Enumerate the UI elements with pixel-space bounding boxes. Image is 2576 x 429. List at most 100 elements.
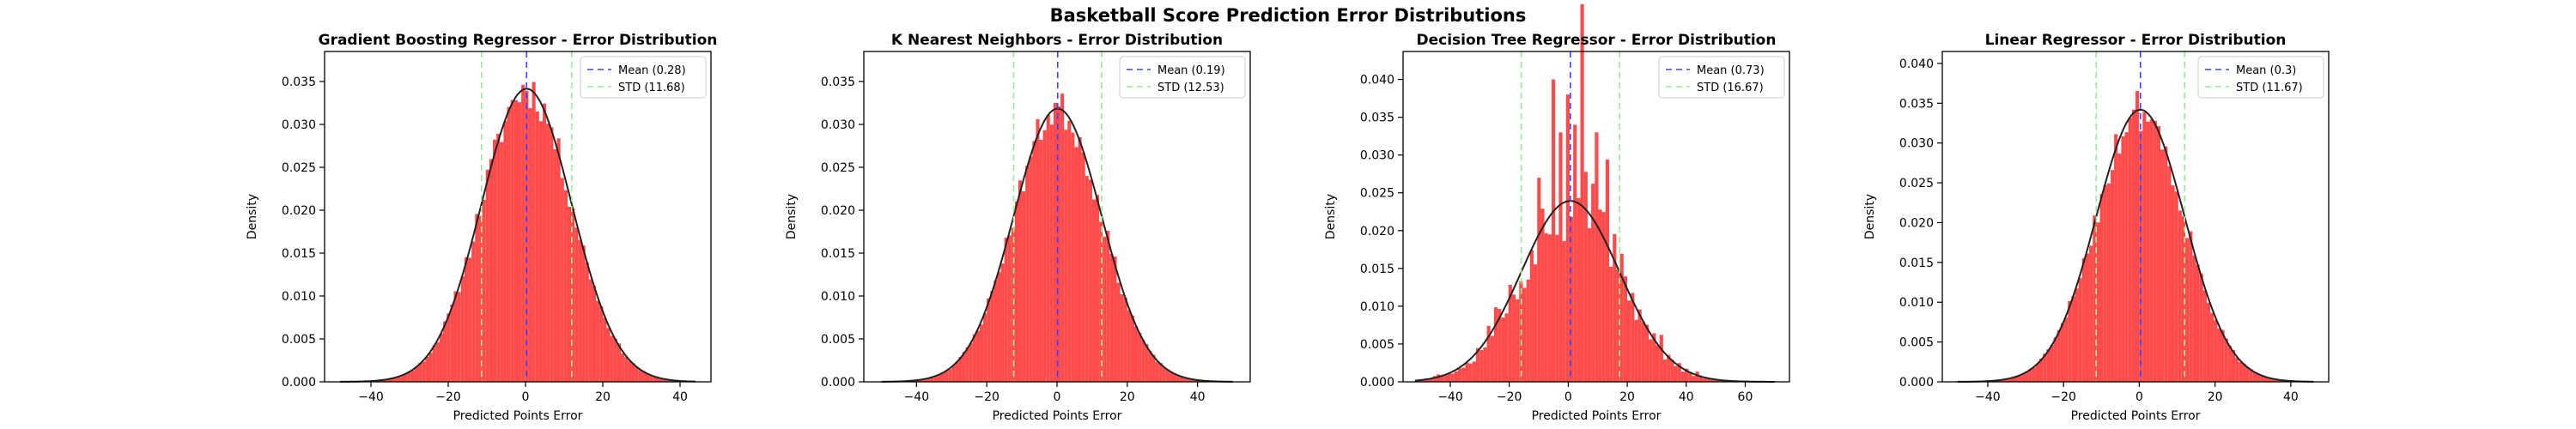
histogram-bar <box>2025 371 2029 382</box>
subplot-2: −40 −20 0 20 40 0.000 0.005 0.010 0.015 0.020 0.02… <box>785 32 1251 423</box>
histogram-bar <box>571 208 575 382</box>
histogram-bar <box>2224 338 2228 382</box>
histogram-bar <box>1025 166 1030 382</box>
histogram-bar <box>1113 257 1117 382</box>
histogram-bar <box>1011 227 1015 382</box>
histogram-bar <box>1007 235 1012 382</box>
histogram-bar <box>1565 94 1570 382</box>
histogram-bar <box>1605 159 1610 382</box>
histogram-bar <box>1609 267 1613 382</box>
histogram-bar <box>1000 263 1005 382</box>
x-tick-label: 0 <box>522 390 530 404</box>
histogram-bar <box>1120 293 1124 382</box>
histogram-bar <box>1486 325 1491 382</box>
histogram-bar <box>493 139 497 382</box>
histogram-bar <box>1534 264 1538 382</box>
histogram-bar <box>2189 231 2193 382</box>
y-tick-label: 0.020 <box>1360 225 1394 239</box>
histogram-bar <box>2252 372 2257 382</box>
histogram-bar <box>1591 184 1595 382</box>
axes-frame <box>324 51 712 383</box>
histogram-bar <box>2192 255 2196 382</box>
histogram-bar <box>1091 199 1096 382</box>
histogram-bar <box>2160 149 2165 383</box>
histogram-bar <box>983 313 987 382</box>
histogram-bar <box>2142 112 2147 382</box>
histogram-bar <box>980 324 984 382</box>
histogram-bar <box>624 357 629 382</box>
y-tick-label: 0.005 <box>821 333 855 347</box>
y-tick-label: 0.015 <box>1360 263 1394 276</box>
x-axis-label: Predicted Points Error <box>2071 409 2201 423</box>
histogram-bar <box>1180 377 1184 382</box>
y-tick-label: 0.010 <box>1899 296 1934 310</box>
x-tick-label: 20 <box>2208 390 2223 404</box>
histogram-bar <box>958 357 963 382</box>
histogram-bar <box>1071 132 1075 383</box>
histogram-bar <box>428 353 433 382</box>
histogram-bar <box>2103 184 2107 382</box>
histogram-bar <box>1049 124 1054 383</box>
histogram-bar <box>2263 376 2268 382</box>
histogram-bar <box>2206 302 2211 382</box>
histogram-bar <box>1522 287 1527 382</box>
y-tick-label: 0.015 <box>1899 257 1934 270</box>
histogram-bar <box>1432 376 1437 382</box>
histogram-bar <box>1141 340 1145 382</box>
histogram-bar <box>2210 312 2215 382</box>
x-axis-label: Predicted Points Error <box>453 409 583 423</box>
histogram-bar <box>2028 369 2032 382</box>
histogram-bar <box>1187 378 1191 382</box>
histogram-bar <box>2164 146 2168 383</box>
subplot-title: Gradient Boosting Regressor - Error Dist… <box>319 32 718 49</box>
histogram-bar <box>1595 132 1599 382</box>
histogram-bar <box>2114 134 2118 382</box>
histogram-bar <box>2242 363 2246 382</box>
legend-box <box>1658 56 1785 99</box>
histogram-bar <box>1537 178 1541 382</box>
histogram-bar <box>948 369 952 382</box>
histogram-bar <box>510 100 514 382</box>
histogram-bar <box>2057 329 2061 382</box>
histogram-bar <box>1587 227 1592 382</box>
histogram-bar <box>1695 372 1699 382</box>
histogram-bar <box>496 133 501 382</box>
histogram-bar <box>2046 349 2050 382</box>
histogram-bar <box>603 317 607 382</box>
histogram-bar <box>1558 132 1563 382</box>
histogram-bar <box>532 82 536 382</box>
x-tick-label: −20 <box>974 390 999 404</box>
y-tick-label: 0.035 <box>821 76 855 89</box>
histogram-bar <box>1710 378 1714 382</box>
histogram-bar <box>2277 379 2282 382</box>
histogram-bar <box>920 379 924 382</box>
histogram-bars <box>1414 3 1775 382</box>
y-tick-label: 0.025 <box>1360 187 1394 201</box>
histogram-bar <box>937 374 941 382</box>
histogram-bar <box>1078 136 1082 382</box>
x-axis-label: Predicted Points Error <box>993 409 1122 423</box>
legend-std-label: STD (16.67) <box>1697 82 1764 94</box>
y-tick-label: 0.010 <box>1360 300 1394 314</box>
histogram-bar <box>2085 253 2090 382</box>
histogram-bars <box>881 94 1233 383</box>
histogram-bar <box>1018 180 1023 382</box>
histogram-bar <box>1029 156 1033 382</box>
histogram-bar <box>972 334 976 382</box>
histogram-bar <box>2007 378 2011 382</box>
histogram-bar <box>1123 298 1127 382</box>
histogram-bar <box>1677 363 1681 382</box>
histogram-bar <box>2093 215 2097 382</box>
histogram-bar <box>1516 299 1520 382</box>
subplot-title: K Nearest Neighbors - Error Distribution <box>891 32 1223 49</box>
histogram-bar <box>916 379 920 382</box>
histogram-bar <box>1713 379 1717 382</box>
histogram-bar <box>621 353 625 382</box>
histogram-bar <box>2257 373 2261 382</box>
histogram-bar <box>1641 322 1645 382</box>
x-tick-label: −40 <box>358 390 384 404</box>
histogram-bar <box>1674 366 1678 382</box>
histogram-bar <box>489 159 494 382</box>
y-tick-label: 0.015 <box>821 247 855 261</box>
histogram-bar <box>646 373 650 382</box>
